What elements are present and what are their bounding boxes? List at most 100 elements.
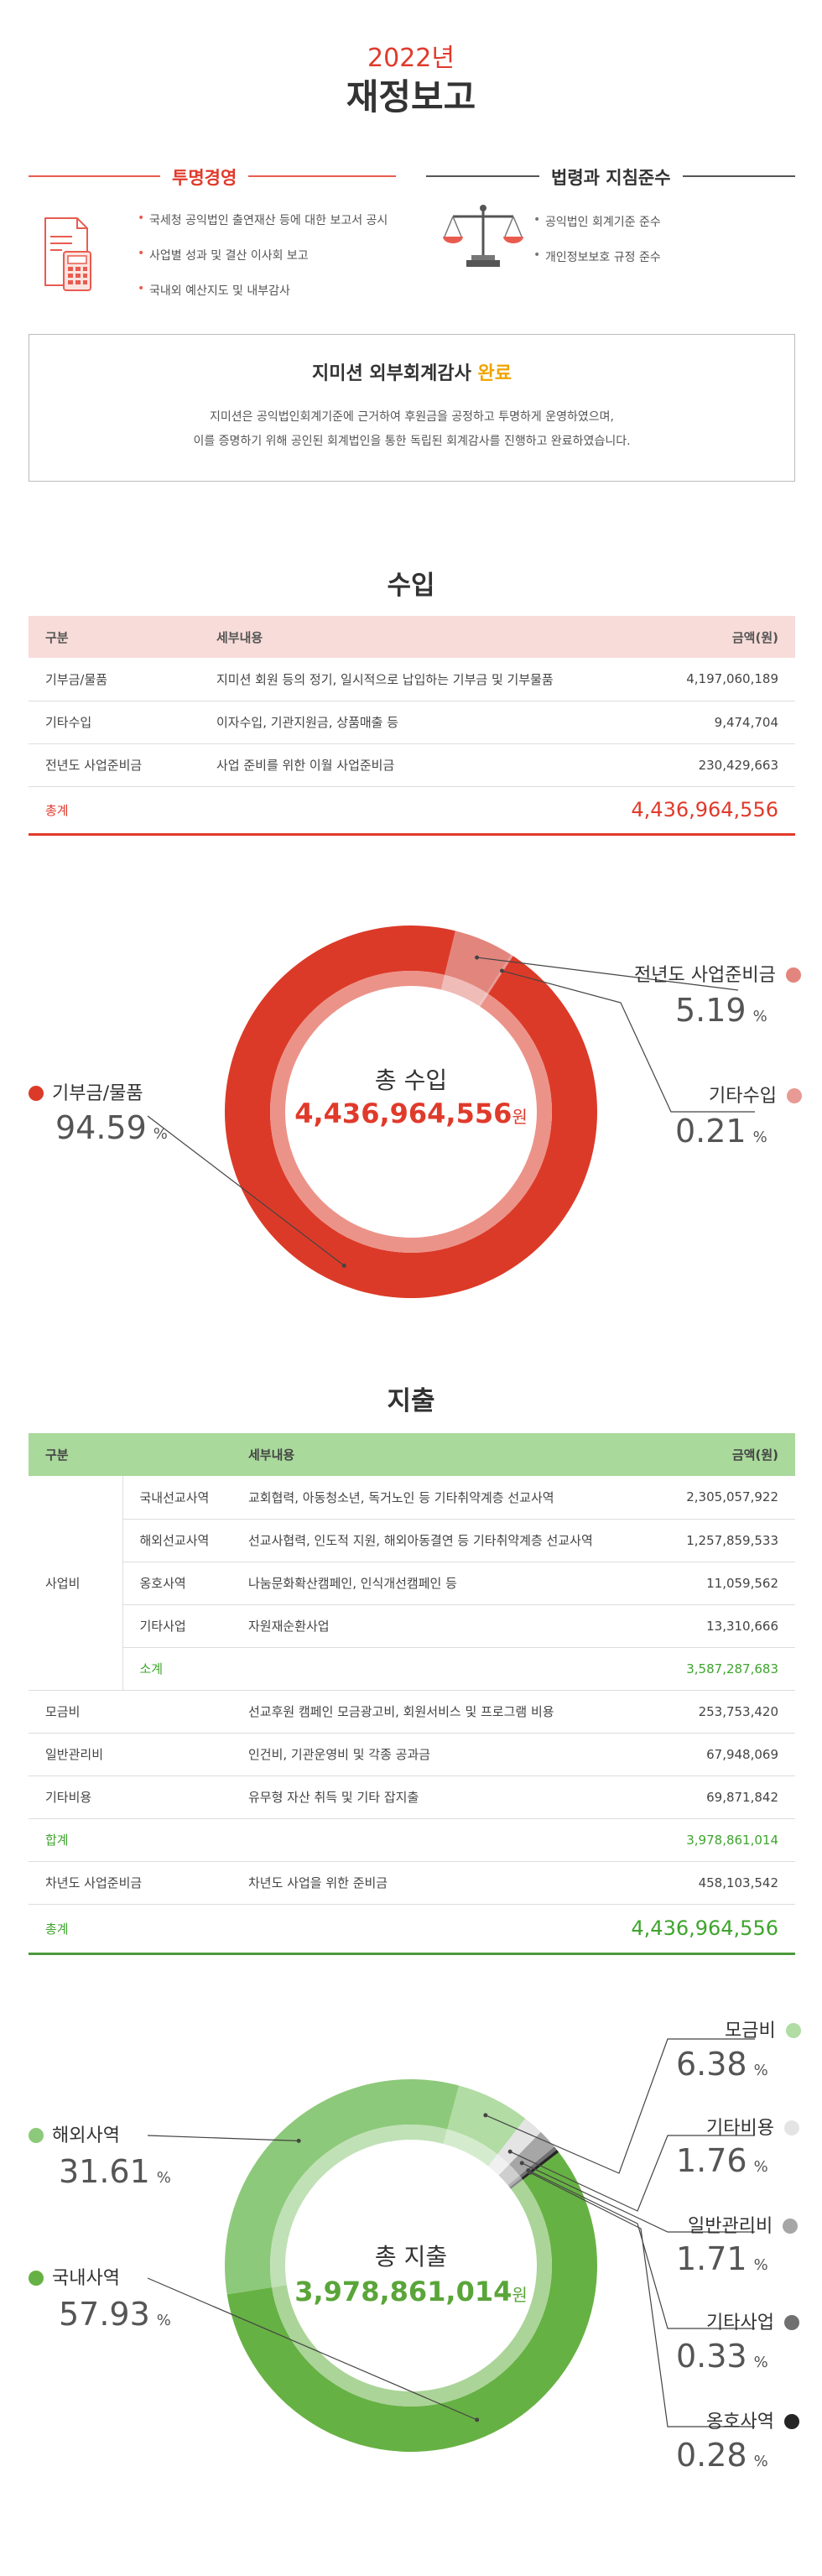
subtotal-row: 소계 3,587,287,683 bbox=[29, 1647, 795, 1691]
expense-slice-2 bbox=[447, 2085, 526, 2155]
income-center-amount: 4,436,964,556원 bbox=[294, 1098, 528, 1129]
list-item: 사업별 성과 및 결산 이사회 보고 bbox=[138, 247, 388, 263]
table-row: 전년도 사업준비금 사업 준비를 위한 이월 사업준비금 230,429,663 bbox=[29, 743, 795, 787]
leader-fundraising bbox=[485, 2038, 755, 2174]
group-label: 사업비 bbox=[29, 1476, 123, 1691]
expense-slice-1 bbox=[224, 2079, 460, 2295]
expense-slice-inner-4 bbox=[498, 2164, 520, 2186]
value-admin: 1.71% bbox=[676, 2240, 768, 2277]
table-row: 기타수입 이자수입, 기관지원금, 상품매출 등 9,474,704 bbox=[29, 701, 795, 744]
legend-admin: 일반관리비 bbox=[688, 2211, 799, 2238]
value-domestic: 57.93% bbox=[59, 2296, 171, 2333]
audit-title: 지미션 외부회계감사 완료 bbox=[312, 363, 512, 384]
list-item: 개인정보보호 규정 준수 bbox=[533, 248, 661, 265]
leader-admin-dot bbox=[519, 2161, 524, 2166]
table-row: 일반관리비 인건비, 기관운영비 및 각종 공과금 67,948,069 bbox=[29, 1733, 795, 1776]
leader-other-project bbox=[528, 2170, 755, 2329]
legend-dot bbox=[786, 1088, 802, 1103]
legend-carryover: 전년도 사업준비금 bbox=[634, 960, 801, 987]
value-fundraising: 6.38% bbox=[676, 2046, 768, 2083]
expense-heading: 지출 bbox=[387, 1386, 435, 1416]
col-amount: 금액(원) bbox=[731, 629, 778, 645]
leader-domestic bbox=[147, 2277, 477, 2421]
leader-fundraising-dot bbox=[483, 2113, 488, 2118]
legend-advocacy: 옹호사역 bbox=[706, 2407, 799, 2433]
table-row: 모금비 선교후원 캠페인 모금광고비, 회원서비스 및 프로그램 비용 253,… bbox=[29, 1690, 795, 1734]
expense-donut-chart bbox=[147, 2038, 755, 2452]
page-title: 재정보고 bbox=[346, 76, 476, 117]
legend-dot bbox=[785, 2023, 801, 2038]
expense-center-title: 총 지출 bbox=[374, 2243, 448, 2271]
legend-dot bbox=[29, 2271, 44, 2286]
audit-notice: 지미션 외부회계감사 완료 지미션은 공익법인회계기준에 근거하여 후원금을 공… bbox=[29, 334, 795, 482]
total-row: 총계 4,436,964,556 bbox=[29, 786, 795, 836]
income-slice-inner-2 bbox=[440, 974, 487, 1006]
expense-slice-inner-0 bbox=[272, 2179, 552, 2407]
audit-description: 지미션은 공익법인회계기준에 근거하여 후원금을 공정하고 투명하게 운영하였으… bbox=[193, 410, 631, 448]
scales-icon bbox=[441, 200, 525, 279]
income-heading: 수입 bbox=[387, 571, 435, 601]
income-slice-inner-1 bbox=[478, 993, 489, 1007]
legend-dot bbox=[783, 2120, 799, 2135]
leader-advocacy-dot bbox=[528, 2170, 533, 2175]
legend-domestic: 국내사역 bbox=[29, 2263, 120, 2290]
legend-dot bbox=[29, 1086, 44, 1101]
leader-other-cost-dot bbox=[507, 2149, 512, 2154]
expense-slice-inner-6 bbox=[509, 2177, 523, 2189]
value-other-income: 0.21% bbox=[675, 1113, 767, 1150]
report-year: 2022년 bbox=[367, 44, 455, 73]
expense-slice-3 bbox=[497, 2118, 541, 2165]
legend-other-project: 기타사업 bbox=[706, 2307, 799, 2334]
expense-slice-inner-2 bbox=[443, 2129, 498, 2167]
col-category: 구분 bbox=[45, 629, 69, 645]
col-amount: 금액(원) bbox=[731, 1447, 778, 1463]
col-detail: 세부내용 bbox=[248, 1447, 295, 1463]
total-row: 총계 4,436,964,556 bbox=[29, 1904, 795, 1955]
transparency-list: 국세청 공익법인 출연재산 등에 대한 보고서 공시 사업별 성과 및 결산 이… bbox=[138, 211, 388, 317]
value-other-cost: 1.76% bbox=[676, 2142, 768, 2179]
legend-other-cost: 기타비용 bbox=[706, 2113, 799, 2140]
expense-center-amount: 3,978,861,014원 bbox=[294, 2276, 528, 2307]
col-detail: 세부내용 bbox=[216, 629, 263, 645]
leader-other-income bbox=[502, 970, 755, 1113]
table-row: 해외선교사역 선교사협력, 인도적 지원, 해외아동결연 등 기타취약계층 선교… bbox=[29, 1519, 795, 1562]
legend-donation: 기부금/물품 bbox=[29, 1078, 143, 1105]
income-donut-chart bbox=[147, 926, 755, 1298]
compliance-title: 법령과 지침준수 bbox=[539, 164, 683, 190]
legend-dot bbox=[785, 967, 801, 983]
expense-slice-4 bbox=[509, 2131, 554, 2176]
income-table: 구분 세부내용 금액(원) 기부금/물품 지미션 회원 등의 정기, 일시적으로… bbox=[29, 616, 795, 836]
leader-admin bbox=[521, 2162, 755, 2233]
legend-other-income: 기타수입 bbox=[709, 1081, 802, 1108]
legend-dot bbox=[783, 2219, 799, 2234]
legend-overseas: 해외사역 bbox=[29, 2120, 120, 2147]
leader-other-cost bbox=[509, 2135, 755, 2212]
leader-carryover bbox=[476, 957, 739, 991]
leader-overseas-dot bbox=[296, 2138, 301, 2143]
list-item: 공익법인 회계기준 준수 bbox=[533, 213, 661, 230]
income-center-title: 총 수입 bbox=[374, 1066, 448, 1094]
sum-row: 합계 3,978,861,014 bbox=[29, 1818, 795, 1862]
leader-domestic-dot bbox=[475, 2417, 480, 2422]
legend-dot bbox=[783, 2315, 799, 2330]
value-carryover: 5.19% bbox=[675, 992, 767, 1029]
transparency-title: 투명경영 bbox=[160, 164, 249, 190]
income-slice-2 bbox=[445, 931, 512, 993]
leader-donation-dot bbox=[341, 1263, 346, 1268]
compliance-list: 공익법인 회계기준 준수 개인정보보호 규정 준수 bbox=[533, 213, 661, 284]
table-row: 기부금/물품 지미션 회원 등의 정기, 일시적으로 납입하는 기부금 및 기부… bbox=[29, 658, 795, 701]
value-donation: 94.59% bbox=[55, 1109, 168, 1146]
expense-slice-inner-1 bbox=[269, 2125, 448, 2287]
value-overseas: 31.61% bbox=[59, 2153, 171, 2190]
table-row: 기타비용 유무형 자산 취득 및 기타 잡지출 69,871,842 bbox=[29, 1776, 795, 1819]
col-category: 구분 bbox=[45, 1447, 69, 1463]
expense-slice-inner-5 bbox=[507, 2175, 522, 2188]
table-header: 구분 세부내용 금액(원) bbox=[29, 1433, 795, 1476]
value-advocacy: 0.28% bbox=[676, 2437, 768, 2474]
document-calculator-icon bbox=[39, 213, 97, 300]
leader-carryover-dot bbox=[475, 955, 480, 960]
legend-dot bbox=[783, 2414, 799, 2429]
legend-dot bbox=[29, 2128, 44, 2143]
legend-fundraising: 모금비 bbox=[725, 2015, 801, 2042]
list-item: 국내외 예산지도 및 내부감사 bbox=[138, 282, 388, 299]
